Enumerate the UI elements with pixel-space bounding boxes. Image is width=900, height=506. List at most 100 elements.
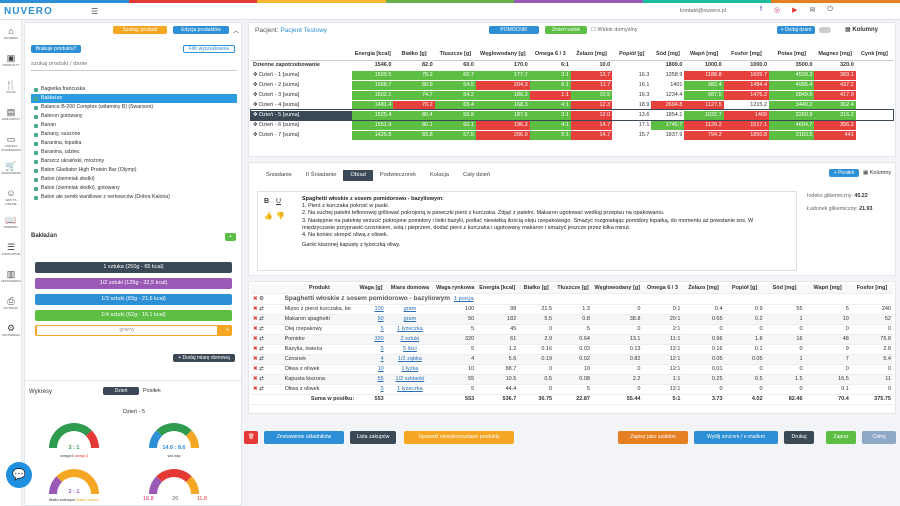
table-row[interactable]: ✥ Dzień - 4 [suma] 1481.4 70.2 65.4 168.3 4:1… [251,100,893,111]
measure-link[interactable]: gram [403,306,417,312]
move-icon[interactable]: ✥ [253,111,260,118]
value-cell[interactable]: 2 sztuki [385,334,435,345]
row-actions[interactable]: ✖ ⇄ [251,314,283,325]
value-cell[interactable]: 100 [356,304,386,315]
move-icon[interactable]: ✥ [253,101,260,108]
table-row[interactable]: ✥ Dzień - 7 [suma] 1425.8 83.8 57.5 206.9 5:1… [251,130,893,141]
replace-icon[interactable]: ⇄ [259,376,264,382]
collapse-icon[interactable]: ︿ [233,29,240,35]
edit-products-button[interactable]: Edycja produktów [173,26,229,34]
menu-icon[interactable]: ☰ [91,7,99,16]
value-cell[interactable]: 1 łyżka [385,364,435,375]
nav-item[interactable]: ▥ ZESTAWIENIA [0,269,22,283]
row-actions[interactable]: ✖ ⇄ [251,304,283,315]
underline-button[interactable]: U [276,198,282,205]
delete-icon[interactable]: ✖ [253,346,258,352]
value-cell[interactable]: 5 [356,344,386,355]
instagram-icon[interactable]: ◎ [773,7,781,14]
replace-icon[interactable]: ⇄ [259,306,264,312]
portion-option[interactable]: 1/4 sztuki (62g - 16,1 kcal) [35,310,232,321]
delete-icon[interactable]: ✖ [253,336,258,342]
measure-link[interactable]: 5 liści [403,346,417,352]
value-cell[interactable]: 50 [356,314,386,325]
row-actions[interactable]: ✖ ⇄ [251,354,283,365]
change-view-button[interactable]: Zmień widok [545,26,587,34]
cell-value[interactable]: 320 [374,336,384,342]
tab-meal[interactable]: II Śniadanie [305,172,337,178]
cell-value[interactable]: 55 [377,376,384,382]
dish-actions[interactable]: ✖ ⚙ [251,293,283,305]
measure-link[interactable]: 1 łyżeczka [397,386,423,392]
youtube-icon[interactable]: ▶ [792,7,798,14]
user-email[interactable]: kontakt@nuvero.pl [680,8,726,14]
thumbs-down-icon[interactable]: 👎 [276,213,285,220]
measure-link[interactable]: 1/2 ząbka [397,356,422,362]
grams-input-row[interactable]: gramy + [35,325,232,336]
delete-icon[interactable]: ✖ [253,386,258,392]
add-grams-icon[interactable]: + [225,327,229,333]
delete-icon[interactable]: ✖ [253,295,258,302]
row-actions[interactable]: ✖ ⇄ [251,364,283,375]
day-label-cell[interactable]: ✥ Dzień - 7 [suma] [251,130,353,141]
table-row[interactable]: ✖ ⇄ Mięso z piersi kurczaka, be 100 gram 100… [251,304,893,315]
notification-icon[interactable]: ✉ [809,7,816,14]
list-item[interactable]: Barszcz ukraiński, mrożony [31,157,237,166]
product-name[interactable]: Bazylia, świeża [284,346,323,352]
list-item[interactable]: Baton Gladiator High Protein Bar (Olymp) [31,166,237,175]
measure-link[interactable]: gram [403,316,417,322]
move-icon[interactable]: ✥ [253,71,260,78]
day-label-cell[interactable]: ✥ Dzień - 5 [suma] [251,110,353,121]
list-item[interactable]: Baleron gotowany [31,112,237,121]
cell-value[interactable]: 5 [380,386,384,392]
cell-value[interactable]: 5 [380,326,384,332]
grams-input[interactable]: gramy [37,326,217,335]
unused-products-button[interactable]: Sprawdź niewykorzystane produkty [404,431,514,444]
measure-link[interactable]: 1 łyżka [401,366,419,372]
day-label-cell[interactable]: ✥ Dzień - 3 [suma] [251,90,353,101]
replace-icon[interactable]: ⇄ [259,336,264,342]
move-icon[interactable]: ✥ [253,121,260,128]
day-label-cell[interactable]: ✥ Dzień - 4 [suma] [251,100,353,111]
delete-icon[interactable]: ✖ [253,376,258,382]
table-row[interactable]: ✥ Dzień - 1 [suma] 1509.5 78.2 60.7 177.7 3:1… [251,70,893,81]
delete-icon[interactable]: ✖ [253,306,258,312]
list-item[interactable]: Baton ałe semik waniliowe z nerkowców (D… [31,193,237,202]
replace-icon[interactable]: ⇄ [259,346,264,352]
measure-link[interactable]: 1 łyżeczka [397,326,423,332]
dish-portion[interactable]: 1 porcja [453,296,474,302]
table-row[interactable]: ✥ Dzień - 3 [suma] 1502.1 74.7 54.2 186.3 1:1… [251,90,893,101]
dish-name[interactable]: Spaghetti włoskie z sosem pomidorowo - b… [284,295,450,302]
cell-value[interactable]: 5 [380,346,384,352]
value-cell[interactable]: 5 [356,324,386,335]
nav-item[interactable]: ▣ PRODUKTY [0,53,22,67]
value-cell[interactable]: 4 [356,354,386,365]
tab-meal[interactable]: Śniadanie [266,172,292,178]
portion-option[interactable]: 1 sztuka (250g - 65 kcal) [35,262,232,273]
measure-link[interactable]: 1/2 szklanki [395,376,425,382]
product-name[interactable]: Oliwa z oliwek [284,366,320,372]
tab-day[interactable]: Dzień [103,387,139,395]
tab-meal[interactable]: Cały dzień [463,172,491,178]
shopping-list-button[interactable]: Lista zakupów [350,431,396,444]
move-icon[interactable]: ✥ [253,131,260,138]
delete-icon[interactable]: ✖ [253,366,258,372]
replace-icon[interactable]: ⇄ [259,366,264,372]
delete-icon[interactable]: ✖ [253,356,258,362]
product-name[interactable]: Makaron spaghetti [284,316,330,322]
search-input[interactable] [31,57,237,71]
nav-item[interactable]: ⌂ PACJENCI [0,26,22,40]
day-label-cell[interactable]: ✥ Dzień - 6 [suma] [251,120,353,131]
product-name[interactable]: Oliwa z oliwek [284,386,320,392]
table-row[interactable]: ✖ ⇄ Oliwa z oliwek 10 1 łyżka 10 88.7 0 10 0 12:1… [251,364,893,375]
value-cell[interactable]: 1/2 szklanki [385,374,435,385]
list-item[interactable]: Bagietka francuska [31,85,237,94]
logout-icon[interactable]: ⏻ [827,6,833,13]
cell-value[interactable]: 50 [377,316,384,322]
table-row[interactable]: ✖ ⇄ Bazylia, świeża 5 5 liści 5 1.2 0.16 0.03 0.… [251,344,893,355]
tab-meal[interactable]: Podwieczorek [379,172,416,178]
value-cell[interactable]: 5 liści [385,344,435,355]
bold-button[interactable]: B [264,198,270,205]
cell-value[interactable]: 100 [374,306,384,312]
row-actions[interactable]: ✖ ⇄ [251,344,283,355]
settings-icon[interactable]: ⚙ [259,295,265,302]
